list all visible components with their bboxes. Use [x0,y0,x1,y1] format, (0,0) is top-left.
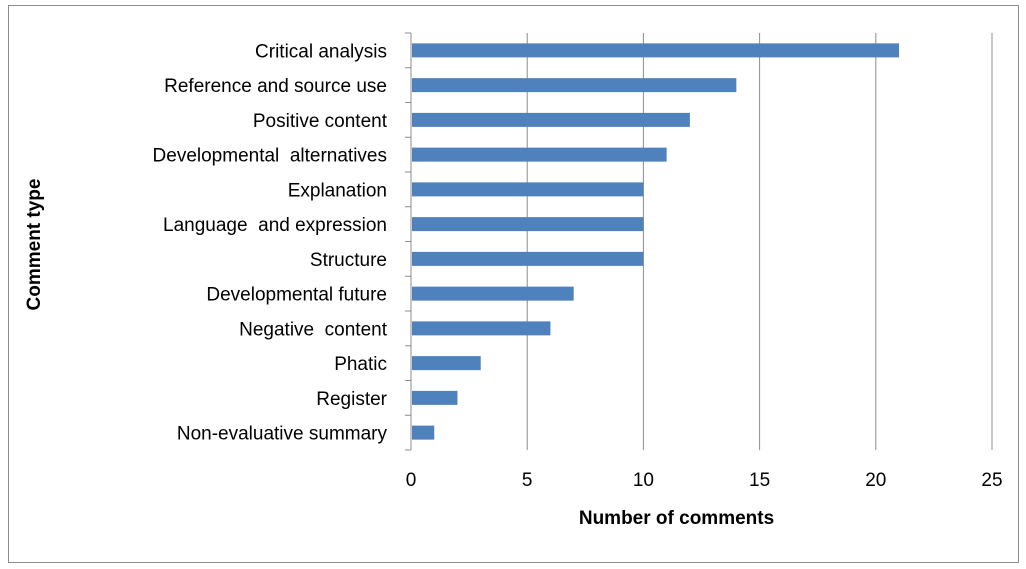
bar [412,321,551,336]
bar [412,182,644,197]
x-tick-labels: 0 5 10 15 20 25 [406,470,1003,491]
bar [412,43,900,58]
bar [412,217,644,232]
bar [412,147,667,162]
x-axis-title: Number of comments [579,508,774,529]
x-tick-label: 25 [981,470,1002,491]
category-label: Positive content [253,111,388,132]
x-tick-label: 0 [406,470,417,491]
category-label: Register [316,389,387,410]
category-label: Phatic [334,354,387,375]
y-axis-title: Comment type [24,179,45,311]
category-label: Critical analysis [255,41,387,62]
x-tick-label: 10 [633,470,654,491]
category-label: Structure [310,250,387,271]
chart-frame [8,5,1019,563]
category-label: Explanation [288,180,387,201]
axes [405,32,412,451]
x-tick-label: 15 [749,470,770,491]
category-label: Negative content [239,319,388,340]
bars [412,43,900,440]
bar [412,425,435,440]
x-tick-label: 20 [865,470,886,491]
bar [412,356,481,371]
category-labels: Critical analysis Reference and source us… [153,41,388,444]
x-tick-label: 5 [522,470,533,491]
category-label: Non-evaluative summary [177,424,388,445]
gridlines [526,33,993,450]
bar [412,78,737,93]
bar [412,112,690,127]
category-label: Reference and source use [164,76,387,97]
bar [412,390,458,405]
bar [412,286,574,301]
bar [412,251,644,266]
category-label: Developmental alternatives [153,146,387,167]
category-label: Developmental future [206,285,387,306]
category-label: Language and expression [163,215,387,236]
